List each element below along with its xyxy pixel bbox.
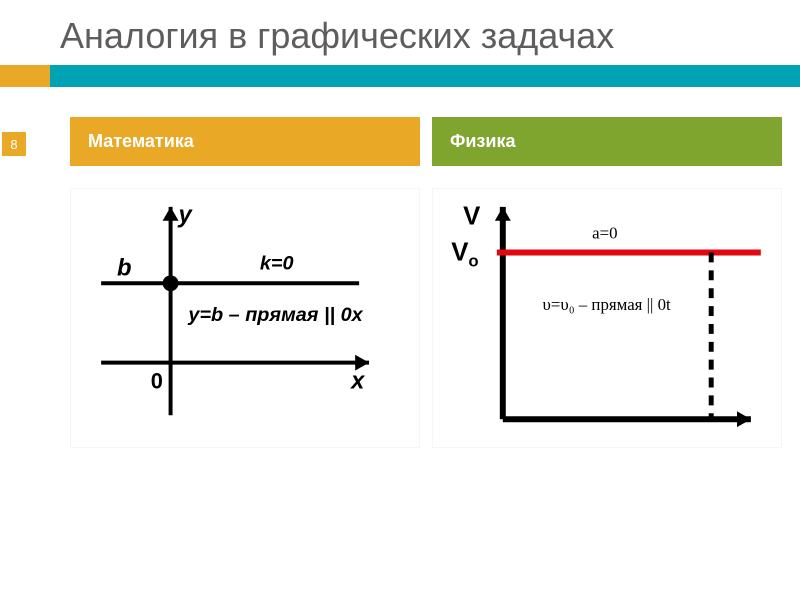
math-column: Математика y x 0 b k=0 y=b – прямая || 0x	[70, 117, 420, 448]
math-header: Математика	[70, 117, 420, 166]
content-columns: Математика y x 0 b k=0 y=b – прямая || 0x Физ…	[0, 87, 800, 448]
math-chart: y x 0 b k=0 y=b – прямая || 0x	[70, 188, 420, 448]
physics-chart: V Vo a=0 υ=υ₀ – прямая || 0t	[432, 188, 782, 448]
svg-text:υ=υ₀ – прямая || 0t: υ=υ₀ – прямая || 0t	[543, 295, 672, 314]
svg-text:y: y	[178, 202, 194, 229]
physics-column: Физика V Vo a=0 υ=υ₀ – прямая || 0t	[432, 117, 782, 448]
svg-text:0: 0	[151, 369, 163, 394]
band-left	[0, 65, 50, 87]
band-right	[50, 65, 800, 87]
svg-text:a=0: a=0	[592, 224, 617, 243]
svg-text:k=0: k=0	[260, 253, 294, 275]
svg-text:x: x	[349, 368, 366, 395]
svg-text:Vo: Vo	[451, 239, 478, 271]
svg-text:V: V	[463, 203, 481, 231]
svg-text:y=b – прямая || 0x: y=b – прямая || 0x	[187, 304, 363, 326]
svg-text:b: b	[117, 255, 132, 282]
page-number: 8	[2, 132, 26, 156]
physics-header: Физика	[432, 117, 782, 166]
slide-title: Аналогия в графических задачах	[60, 14, 740, 57]
accent-band	[0, 65, 800, 87]
